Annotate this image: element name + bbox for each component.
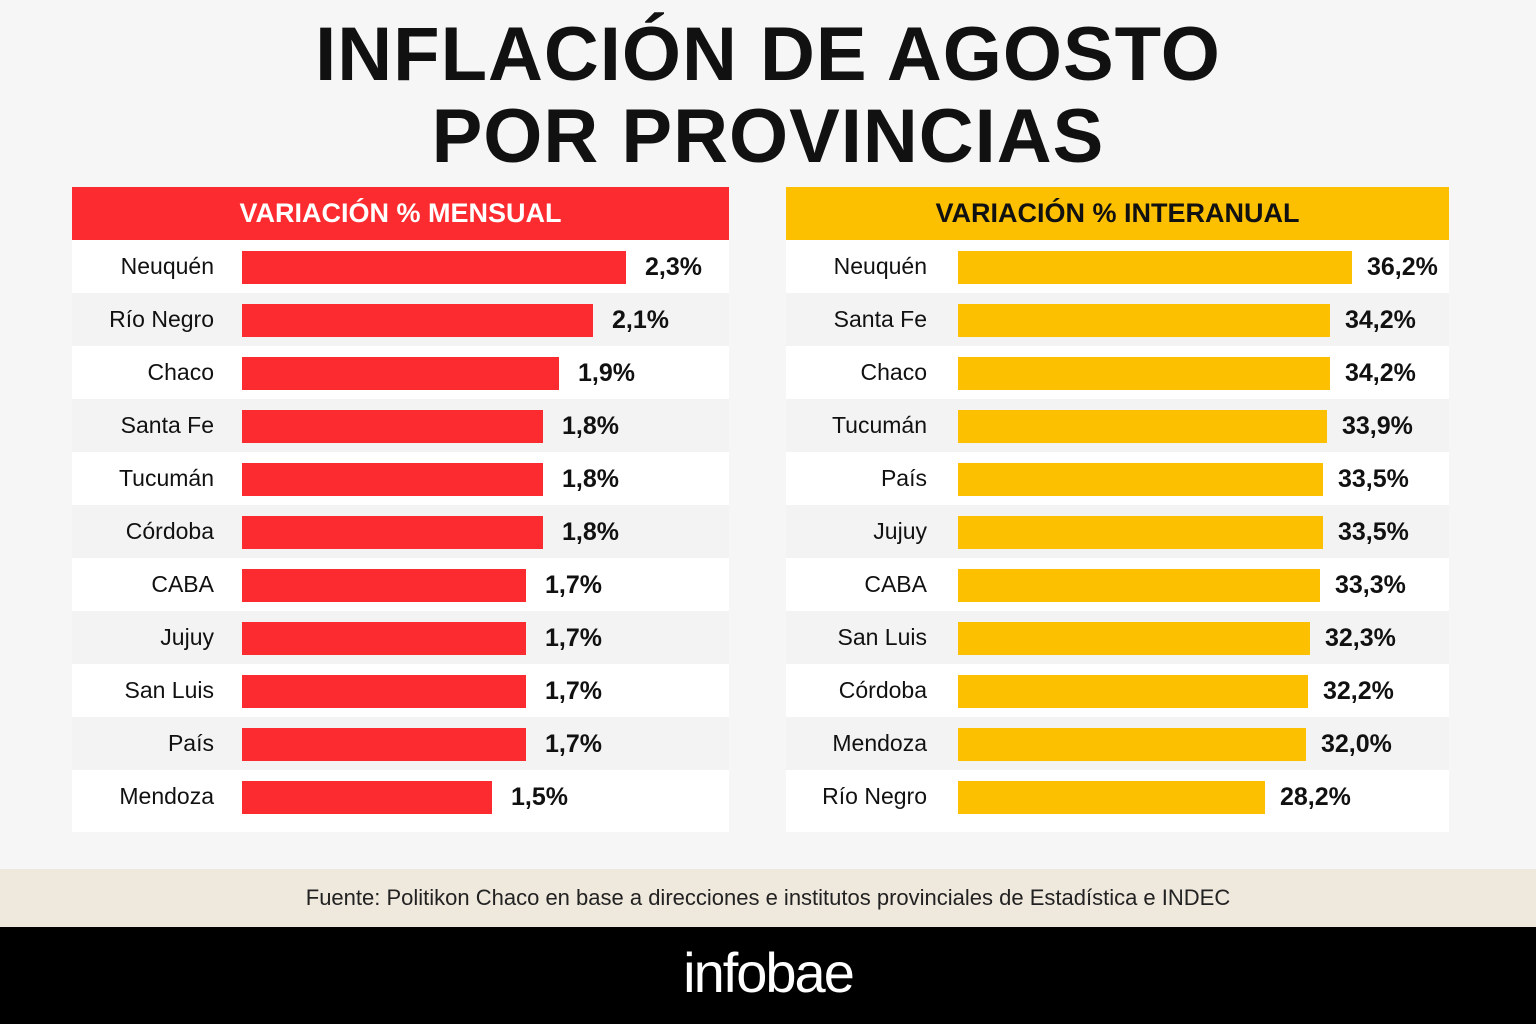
monthly-value-label: 1,8%	[562, 465, 619, 493]
annual-value-label: 32,2%	[1323, 677, 1394, 705]
annual-bar	[958, 728, 1306, 761]
chart-title-line-1: INFLACIÓN DE AGOSTO	[315, 12, 1221, 97]
monthly-bar	[242, 516, 543, 549]
monthly-category-label: Neuquén	[120, 253, 214, 279]
monthly-value-label: 1,5%	[511, 783, 568, 811]
annual-value-label: 34,2%	[1345, 359, 1416, 387]
monthly-bar	[242, 251, 626, 284]
monthly-row: Tucumán 1,8%	[72, 452, 729, 505]
monthly-row: Chaco 1,9%	[72, 346, 729, 399]
monthly-category-label: Chaco	[147, 359, 214, 385]
annual-row: Mendoza 32,0%	[786, 717, 1449, 770]
annual-value-label: 36,2%	[1367, 253, 1438, 281]
monthly-value-label: 1,7%	[545, 571, 602, 599]
monthly-category-label: Tucumán	[118, 465, 214, 491]
annual-row: Chaco 34,2%	[786, 346, 1449, 399]
annual-category-label: San Luis	[837, 624, 927, 650]
annual-value-label: 33,9%	[1342, 412, 1413, 440]
monthly-row: Córdoba 1,8%	[72, 505, 729, 558]
annual-bar	[958, 410, 1327, 443]
monthly-value-label: 1,7%	[545, 624, 602, 652]
chart-title: INFLACIÓN DE AGOSTO POR PROVINCIAS	[0, 14, 1536, 178]
annual-value-label: 34,2%	[1345, 306, 1416, 334]
monthly-bar	[242, 463, 543, 496]
monthly-value-label: 1,9%	[578, 359, 635, 387]
monthly-value-label: 1,7%	[545, 730, 602, 758]
annual-category-label: Río Negro	[822, 783, 927, 809]
monthly-row: Mendoza 1,5%	[72, 770, 729, 823]
annual-row: Río Negro 28,2%	[786, 770, 1449, 823]
annual-value-label: 33,3%	[1335, 571, 1406, 599]
annual-category-label: Santa Fe	[833, 306, 927, 332]
annual-bar	[958, 675, 1308, 708]
annual-bar	[958, 304, 1330, 337]
annual-category-label: Mendoza	[832, 730, 927, 756]
monthly-bar	[242, 304, 593, 337]
annual-row: Jujuy 33,5%	[786, 505, 1449, 558]
monthly-category-label: País	[167, 730, 214, 756]
monthly-row: Jujuy 1,7%	[72, 611, 729, 664]
annual-value-label: 32,0%	[1321, 730, 1392, 758]
annual-category-label: Jujuy	[873, 518, 927, 544]
annual-value-label: 32,3%	[1325, 624, 1396, 652]
annual-value-label: 33,5%	[1338, 465, 1409, 493]
monthly-row: País 1,7%	[72, 717, 729, 770]
monthly-category-label: CABA	[151, 571, 214, 597]
monthly-row: Río Negro 2,1%	[72, 293, 729, 346]
footer-bar: infobae	[0, 927, 1536, 1024]
monthly-bar	[242, 622, 526, 655]
monthly-bar	[242, 728, 526, 761]
infobae-logo: infobae	[683, 941, 855, 1004]
monthly-row: CABA 1,7%	[72, 558, 729, 611]
monthly-value-label: 1,8%	[562, 518, 619, 546]
annual-bar	[958, 569, 1320, 602]
monthly-category-label: San Luis	[124, 677, 214, 703]
annual-row: Santa Fe 34,2%	[786, 293, 1449, 346]
annual-bar	[958, 516, 1323, 549]
monthly-category-label: Córdoba	[125, 518, 214, 544]
annual-value-label: 28,2%	[1280, 783, 1351, 811]
annual-bar	[958, 781, 1265, 814]
annual-panel-header: VARIACIÓN % INTERANUAL	[786, 187, 1449, 240]
monthly-category-label: Santa Fe	[120, 412, 214, 438]
annual-row: País 33,5%	[786, 452, 1449, 505]
monthly-category-label: Río Negro	[109, 306, 214, 332]
annual-bar	[958, 622, 1310, 655]
annual-bar	[958, 251, 1352, 284]
annual-panel: VARIACIÓN % INTERANUAL Neuquén 36,2% Santa…	[786, 187, 1449, 832]
annual-category-label: Córdoba	[838, 677, 927, 703]
monthly-bar	[242, 569, 526, 602]
monthly-row: Neuquén 2,3%	[72, 240, 729, 293]
monthly-panel-header: VARIACIÓN % MENSUAL	[72, 187, 729, 240]
annual-category-label: Neuquén	[833, 253, 927, 279]
monthly-category-label: Mendoza	[119, 783, 214, 809]
annual-row: CABA 33,3%	[786, 558, 1449, 611]
monthly-category-label: Jujuy	[160, 624, 214, 650]
annual-bar	[958, 463, 1323, 496]
monthly-bar	[242, 675, 526, 708]
monthly-value-label: 2,3%	[645, 253, 702, 281]
monthly-panel: VARIACIÓN % MENSUAL Neuquén 2,3% Río Negro…	[72, 187, 729, 832]
monthly-bar	[242, 410, 543, 443]
annual-category-label: Tucumán	[831, 412, 927, 438]
annual-bar	[958, 357, 1330, 390]
annual-row: Tucumán 33,9%	[786, 399, 1449, 452]
monthly-value-label: 2,1%	[612, 306, 669, 334]
monthly-row: Santa Fe 1,8%	[72, 399, 729, 452]
annual-category-label: CABA	[864, 571, 927, 597]
annual-category-label: País	[880, 465, 927, 491]
source-note: Fuente: Politikon Chaco en base a direcc…	[0, 869, 1536, 927]
annual-row: Neuquén 36,2%	[786, 240, 1449, 293]
monthly-bar	[242, 357, 559, 390]
monthly-value-label: 1,8%	[562, 412, 619, 440]
annual-value-label: 33,5%	[1338, 518, 1409, 546]
annual-category-label: Chaco	[860, 359, 927, 385]
annual-row: San Luis 32,3%	[786, 611, 1449, 664]
monthly-value-label: 1,7%	[545, 677, 602, 705]
monthly-row: San Luis 1,7%	[72, 664, 729, 717]
annual-row: Córdoba 32,2%	[786, 664, 1449, 717]
monthly-bar	[242, 781, 492, 814]
chart-title-line-2: POR PROVINCIAS	[431, 94, 1105, 179]
